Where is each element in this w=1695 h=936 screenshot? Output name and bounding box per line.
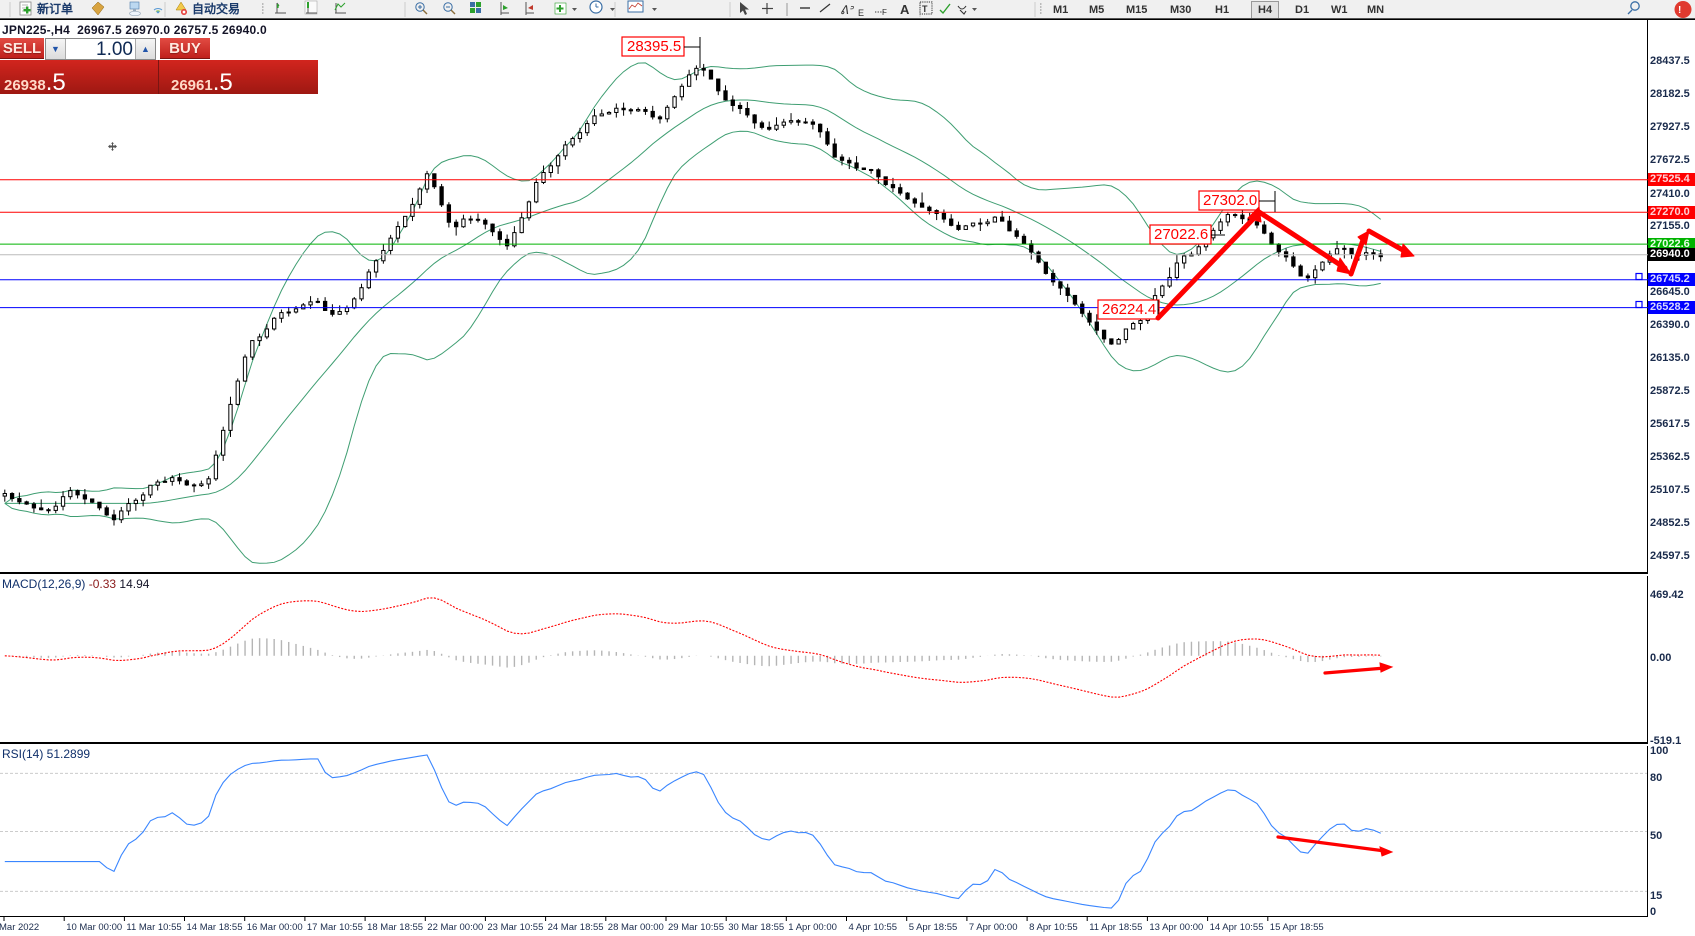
- svg-text:27302.0: 27302.0: [1203, 192, 1257, 209]
- svg-text:E: E: [858, 8, 864, 18]
- svg-text:ᕕᐣ: ᕕᐣ: [840, 3, 854, 17]
- svg-text:28395.5: 28395.5: [627, 38, 681, 55]
- svg-text:A: A: [900, 2, 910, 17]
- svg-text:自动交易: 自动交易: [192, 1, 240, 16]
- svg-text:新订单: 新订单: [37, 1, 73, 16]
- svg-text:26224.4: 26224.4: [1102, 301, 1156, 318]
- svg-text:!: !: [1678, 5, 1681, 16]
- svg-text:27022.6: 27022.6: [1154, 226, 1208, 243]
- svg-text:T: T: [922, 4, 928, 14]
- svg-text:F: F: [882, 8, 887, 17]
